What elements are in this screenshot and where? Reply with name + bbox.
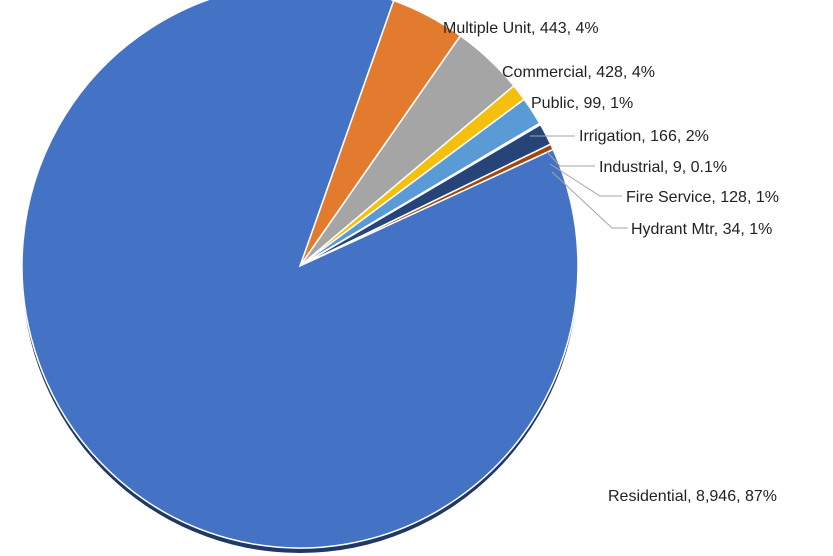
data-label-multiple-unit: Multiple Unit, 443, 4% — [443, 20, 599, 37]
leader-line-industrial — [546, 151, 595, 167]
pie-slices — [21, 0, 579, 549]
data-label-public: Public, 99, 1% — [531, 95, 633, 112]
data-label-fire-service: Fire Service, 128, 1% — [626, 189, 779, 206]
leader-line-hydrant-mtr — [551, 171, 628, 229]
leader-lines — [530, 135, 628, 229]
data-label-commercial: Commercial, 428, 4% — [502, 64, 655, 81]
data-labels: Multiple Unit, 443, 4% Commercial, 428, … — [443, 20, 779, 505]
data-label-industrial: Industrial, 9, 0.1% — [599, 159, 727, 176]
data-label-hydrant-mtr: Hydrant Mtr, 34, 1% — [631, 221, 772, 238]
leader-line-fire-service — [549, 163, 622, 197]
data-label-irrigation: Irrigation, 166, 2% — [579, 128, 709, 145]
pie-slice-residential — [21, 0, 579, 549]
data-label-residential: Residential, 8,946, 87% — [608, 488, 777, 505]
